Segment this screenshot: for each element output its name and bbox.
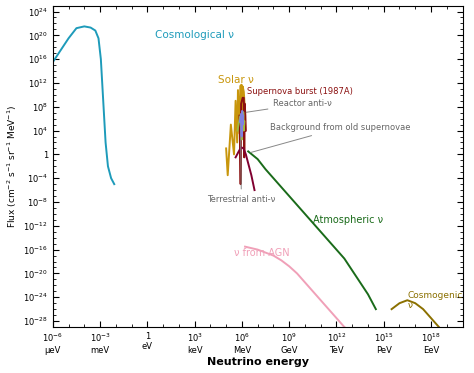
X-axis label: Neutrino energy: Neutrino energy [207,357,309,367]
Text: ν from AGN: ν from AGN [234,248,290,258]
Text: Supernova burst (1987A): Supernova burst (1987A) [246,87,353,96]
Text: Terrestrial anti-ν: Terrestrial anti-ν [207,136,275,204]
Text: Cosmogenic
ν: Cosmogenic ν [407,291,463,310]
Y-axis label: Flux (cm$^{-2}$ s$^{-1}$ sr$^{-1}$ MeV$^{-1}$): Flux (cm$^{-2}$ s$^{-1}$ sr$^{-1}$ MeV$^… [6,105,19,228]
Text: Reactor anti-ν: Reactor anti-ν [246,99,332,112]
Text: Cosmological ν: Cosmological ν [155,30,234,40]
Text: Background from old supernovae: Background from old supernovae [251,123,411,153]
Text: Solar ν: Solar ν [218,75,254,85]
Text: Atmospheric ν: Atmospheric ν [313,215,383,225]
